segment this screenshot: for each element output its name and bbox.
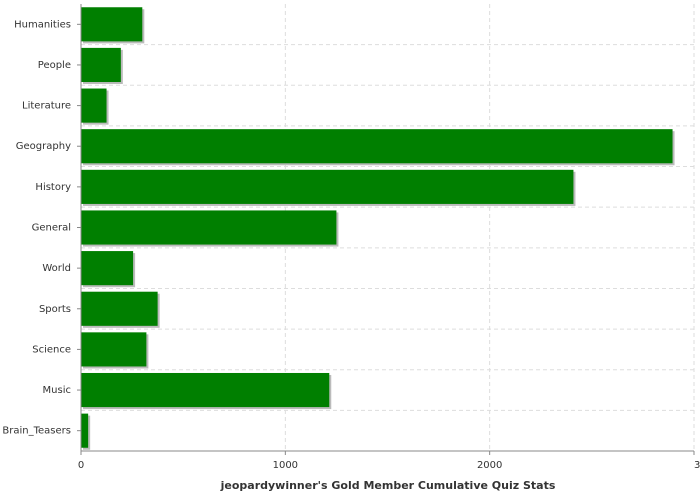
bar xyxy=(81,129,673,164)
y-tick-label: World xyxy=(42,263,71,274)
bar xyxy=(81,169,574,204)
y-tick-label: Humanities xyxy=(14,19,71,30)
x-axis-label: jeopardywinner's Gold Member Cumulative … xyxy=(220,479,556,492)
y-tick-label: Brain_Teasers xyxy=(2,426,71,437)
y-tick-label: History xyxy=(35,182,71,193)
bar xyxy=(81,413,89,448)
y-tick-label: Geography xyxy=(16,141,71,152)
y-tick-label: Music xyxy=(43,385,71,396)
x-tick-label: 2000 xyxy=(477,460,502,471)
bar xyxy=(81,88,107,123)
bar xyxy=(81,372,330,408)
bar xyxy=(81,251,134,286)
x-tick-label: 1000 xyxy=(273,460,298,471)
y-tick-label: Literature xyxy=(22,101,71,112)
y-tick-label: Science xyxy=(32,344,71,355)
bar xyxy=(81,7,143,42)
y-tick-label: Sports xyxy=(39,304,71,315)
x-tick-label: 3000 xyxy=(694,460,700,471)
bar xyxy=(81,291,158,326)
bar xyxy=(81,332,147,367)
y-tick-label: General xyxy=(32,223,71,234)
x-tick-label: 0 xyxy=(78,460,84,471)
bar xyxy=(81,47,121,83)
bar xyxy=(81,210,337,245)
y-tick-label: People xyxy=(38,60,71,71)
